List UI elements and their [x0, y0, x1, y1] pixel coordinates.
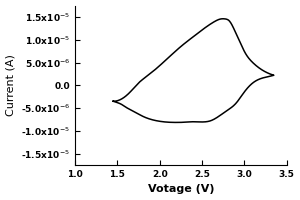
X-axis label: Votage (V): Votage (V)	[148, 184, 214, 194]
Y-axis label: Current (A): Current (A)	[6, 54, 16, 116]
